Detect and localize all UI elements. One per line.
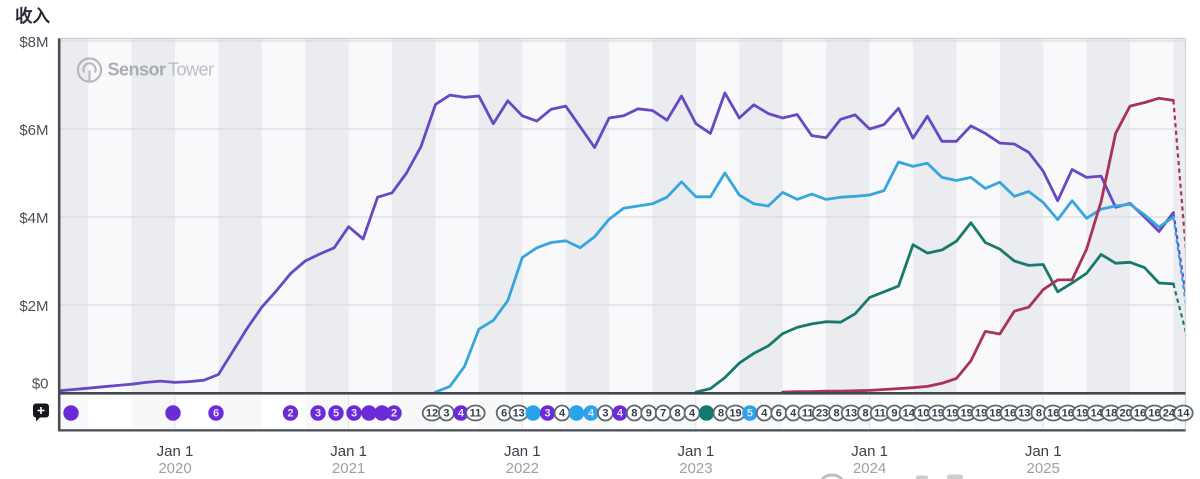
- svg-text:2024: 2024: [853, 460, 886, 477]
- svg-text:3: 3: [443, 408, 449, 420]
- svg-text:4: 4: [790, 408, 797, 420]
- svg-text:14: 14: [1091, 408, 1104, 420]
- svg-text:Jan 1: Jan 1: [504, 443, 541, 460]
- svg-text:8: 8: [675, 408, 681, 420]
- svg-text:$6M: $6M: [19, 122, 48, 139]
- svg-text:Sensor Tower: Sensor Tower: [108, 60, 215, 80]
- svg-text:18: 18: [989, 408, 1001, 420]
- svg-text:18: 18: [1105, 408, 1117, 420]
- svg-text:5: 5: [747, 408, 753, 420]
- svg-text:23: 23: [816, 408, 828, 420]
- svg-text:3: 3: [545, 408, 551, 420]
- svg-text:12: 12: [426, 408, 438, 420]
- svg-text:$8M: $8M: [19, 34, 48, 51]
- svg-text:19: 19: [975, 408, 987, 420]
- svg-text:2: 2: [391, 408, 397, 420]
- svg-text:19: 19: [932, 408, 944, 420]
- svg-text:19: 19: [946, 408, 958, 420]
- svg-text:4: 4: [689, 408, 696, 420]
- svg-text:4: 4: [588, 408, 595, 420]
- svg-text:$0: $0: [32, 376, 49, 393]
- svg-text:4: 4: [559, 408, 566, 420]
- svg-text:13: 13: [1018, 408, 1030, 420]
- svg-text:9: 9: [646, 408, 652, 420]
- svg-text:11: 11: [874, 408, 886, 420]
- svg-text:24: 24: [1163, 408, 1176, 420]
- svg-text:8: 8: [862, 408, 868, 420]
- svg-text:19: 19: [729, 408, 741, 420]
- svg-text:8: 8: [834, 408, 840, 420]
- svg-text:16: 16: [1062, 408, 1074, 420]
- svg-text:Jan 1: Jan 1: [851, 443, 888, 460]
- svg-text:Jan 1: Jan 1: [157, 443, 194, 460]
- svg-text:6: 6: [776, 408, 782, 420]
- svg-text:14: 14: [903, 408, 916, 420]
- svg-text:14: 14: [1177, 408, 1190, 420]
- svg-text:16: 16: [1134, 408, 1146, 420]
- svg-text:4: 4: [761, 408, 768, 420]
- svg-text:10: 10: [917, 408, 929, 420]
- svg-text:2023: 2023: [679, 460, 712, 477]
- svg-text:13: 13: [513, 408, 525, 420]
- svg-text:4: 4: [458, 408, 465, 420]
- svg-text:Jan 1: Jan 1: [1025, 443, 1062, 460]
- svg-text:7: 7: [660, 408, 666, 420]
- svg-text:$2M: $2M: [19, 298, 48, 315]
- svg-text:3: 3: [602, 408, 608, 420]
- svg-text:$4M: $4M: [19, 210, 48, 227]
- svg-text:8: 8: [631, 408, 637, 420]
- svg-text:8: 8: [1036, 408, 1042, 420]
- svg-text:16: 16: [1004, 408, 1016, 420]
- svg-text:19: 19: [960, 408, 972, 420]
- svg-text:2020: 2020: [158, 460, 191, 477]
- svg-text:16: 16: [1148, 408, 1160, 420]
- svg-text:3: 3: [315, 408, 321, 420]
- svg-text:4: 4: [617, 408, 624, 420]
- svg-text:Jan 1: Jan 1: [678, 443, 715, 460]
- svg-text:16: 16: [1047, 408, 1059, 420]
- svg-text:20: 20: [1119, 408, 1131, 420]
- svg-text:11: 11: [802, 408, 814, 420]
- svg-text:2025: 2025: [1027, 460, 1060, 477]
- svg-text:5: 5: [333, 408, 339, 420]
- svg-text:9: 9: [891, 408, 897, 420]
- svg-text:收入: 收入: [15, 6, 50, 26]
- svg-text:6: 6: [501, 408, 507, 420]
- svg-text:11: 11: [470, 408, 482, 420]
- svg-text:2: 2: [287, 408, 293, 420]
- svg-text:19: 19: [1076, 408, 1088, 420]
- svg-text:2021: 2021: [332, 460, 365, 477]
- svg-text:8: 8: [718, 408, 724, 420]
- svg-text:Jan 1: Jan 1: [330, 443, 367, 460]
- svg-text:6: 6: [213, 408, 219, 420]
- svg-text:13: 13: [845, 408, 857, 420]
- svg-text:3: 3: [351, 408, 357, 420]
- svg-text:2022: 2022: [506, 460, 539, 477]
